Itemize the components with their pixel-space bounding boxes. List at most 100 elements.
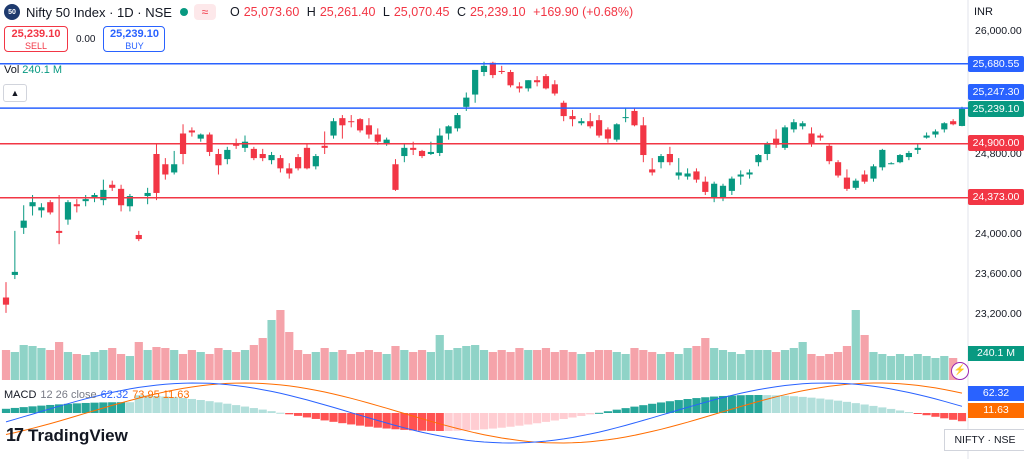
candle-body [879, 149, 886, 168]
lightning-icon[interactable]: ⚡ [951, 362, 969, 380]
macd-hist-bar [603, 411, 613, 413]
level-label[interactable]: 24,373.00 [968, 189, 1024, 205]
volume-bar [887, 356, 896, 380]
volume-bar [612, 352, 621, 380]
volume-bar [479, 350, 489, 380]
candle-body [268, 155, 275, 161]
candle-body [339, 118, 346, 126]
candle-body [551, 84, 558, 94]
macd-hist-bar [329, 413, 338, 422]
macd-hist-bar [851, 403, 860, 413]
macd-hist-bar [10, 407, 19, 413]
candle-body [330, 121, 337, 136]
sell-button[interactable]: 25,239.10 SELL [4, 26, 68, 52]
macd-hist-bar [311, 413, 320, 419]
volume-bar [258, 338, 267, 380]
macd-hist-bar [577, 413, 586, 416]
volume-bar [116, 354, 126, 380]
volume-bar [187, 350, 196, 380]
candle-body [356, 119, 364, 131]
candle-body [888, 163, 895, 165]
volume-bar [665, 352, 674, 380]
level-label[interactable]: 25,680.55 [968, 56, 1024, 72]
macd-hist-bar [665, 401, 674, 413]
volume-bar [382, 354, 391, 380]
wave-icon[interactable]: ≈ [193, 4, 216, 20]
candle-body [852, 180, 859, 188]
volume-bar [364, 350, 374, 380]
last-price-label: 25,239.10 [968, 101, 1024, 117]
macd-hist-bar [860, 404, 869, 413]
candle-body [277, 158, 284, 169]
candle-body [188, 130, 195, 133]
macd-hist-bar [400, 413, 409, 430]
macd-hist-bar [391, 413, 400, 430]
volume-bar [603, 350, 613, 380]
candle-body [790, 122, 797, 130]
volume-bar [727, 352, 736, 380]
candle-body [542, 76, 550, 89]
volume-bar [417, 350, 427, 380]
volume-bar [329, 352, 338, 380]
macd-hist-bar [258, 409, 267, 413]
macd-hist-bar [913, 413, 922, 414]
volume-bar [860, 335, 869, 380]
level-label[interactable]: 24,900.00 [968, 135, 1024, 151]
volume-bar [789, 348, 798, 380]
candle-body [73, 204, 80, 207]
macd-hist-bar [497, 413, 506, 428]
volume-bar [816, 356, 825, 380]
candle-body [321, 145, 328, 148]
macd-hist-bar [816, 398, 825, 413]
candle-body [463, 97, 470, 107]
macd-hist-bar [710, 396, 719, 413]
macd-hist-bar [90, 402, 99, 413]
macd-hist-bar [37, 405, 46, 413]
candle-body [870, 166, 877, 179]
level-label[interactable]: 25,247.30 [968, 84, 1024, 100]
macd-hist-bar [471, 413, 480, 430]
candle-body [826, 145, 833, 162]
ohlc-values: O 25,073.60 H 25,261.40 L 25,070.45 C 25,239… [229, 5, 634, 19]
candle-body [197, 134, 204, 139]
macd-hist-bar [347, 413, 356, 425]
candle-body [224, 149, 231, 160]
candle-body [923, 135, 930, 138]
symbol-title[interactable]: Nifty 50 Index · 1D · NSE [26, 4, 172, 20]
y-tick-label: 26,000.00 [975, 25, 1022, 37]
macd-hist-bar [904, 412, 913, 414]
symbol-header: 50 Nifty 50 Index · 1D · NSE ≈ O 25,073.6… [0, 0, 637, 24]
candle-body [516, 86, 523, 89]
macd-hist-bar [780, 395, 790, 413]
macd-hist-bar [28, 406, 37, 413]
chevron-up-icon[interactable]: ▲ [3, 84, 27, 102]
volume-bar [594, 350, 604, 380]
tradingview-logo[interactable]: 17 TradingView [6, 425, 128, 445]
symbol-tag[interactable]: NIFTY · NSE [944, 429, 1024, 451]
volume-bar [1, 350, 11, 380]
tradingview-mark-icon: 17 [6, 425, 24, 445]
macd-hist-bar [940, 413, 949, 419]
macd-hist-bar [196, 400, 205, 413]
volume-bar [736, 354, 745, 380]
candle-body [144, 192, 151, 197]
currency-label[interactable]: INR [974, 6, 993, 18]
macd-hist-bar [1, 408, 11, 413]
volume-bar [178, 354, 188, 380]
candle-body [126, 196, 134, 207]
macd-hist-bar [807, 397, 816, 413]
macd-hist-bar [19, 407, 28, 413]
candle-body [472, 69, 479, 95]
candle-body [711, 183, 718, 198]
volume-bar [745, 350, 754, 380]
buy-button[interactable]: 25,239.10 BUY [103, 26, 166, 52]
candle-body [418, 150, 426, 157]
volume-bar [373, 352, 382, 380]
candle-body [808, 133, 815, 144]
volume-bar [648, 352, 657, 380]
volume-bar [639, 350, 648, 380]
candle-body [534, 80, 541, 83]
volume-bar [533, 350, 542, 380]
candle-body [215, 154, 222, 166]
